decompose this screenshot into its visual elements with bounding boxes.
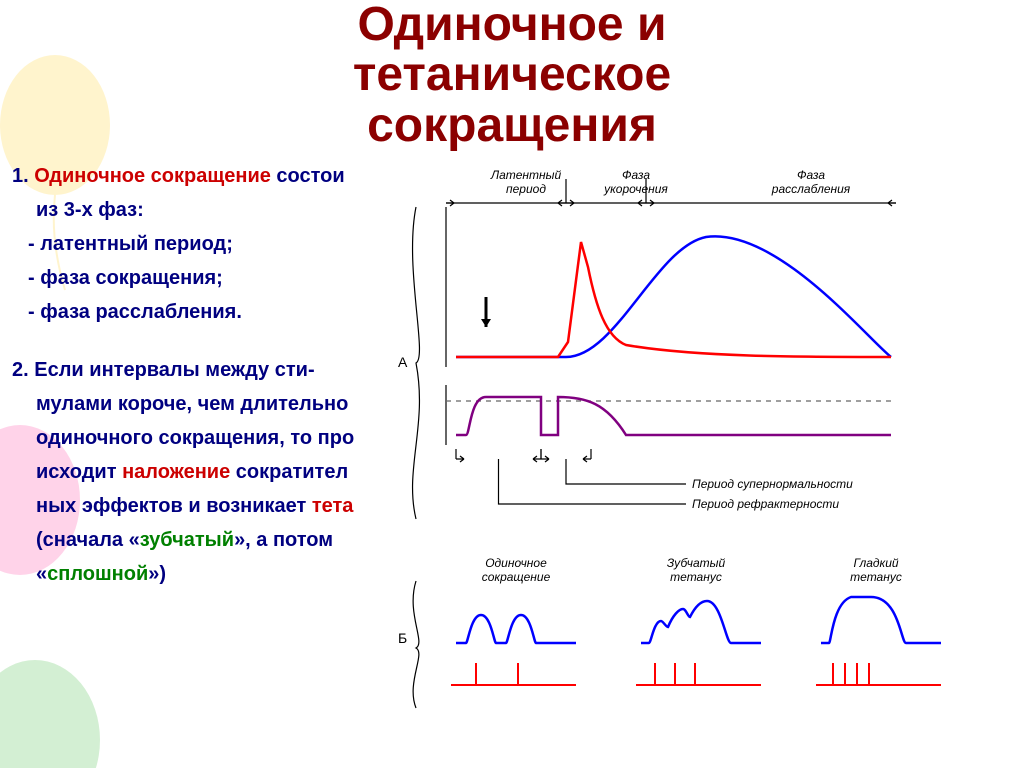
bullet-1: - латентный период; xyxy=(28,233,233,255)
title-line-1: Одиночное и xyxy=(0,0,1024,50)
text-column: 1. Одиночное сокращение состои из 3-х фа… xyxy=(8,159,368,764)
bullet-2: - фаза сокращения; xyxy=(28,267,223,289)
p1-num: 1. xyxy=(12,165,29,187)
svg-text:период: период xyxy=(506,182,546,196)
p2-l2: мулами короче, чем длительно xyxy=(36,393,348,415)
svg-text:укорочения: укорочения xyxy=(603,182,668,196)
svg-text:Одиночное: Одиночное xyxy=(485,556,547,570)
p2-l3: одиночного сокращения, то про xyxy=(36,427,354,449)
physiology-diagram: ЛатентныйпериодФазаукороченияФазарасслаб… xyxy=(368,159,1008,759)
p2-l1: Если интервалы между сти- xyxy=(34,359,314,381)
svg-text:Б: Б xyxy=(398,630,407,646)
p2-l4c: сократител xyxy=(230,461,348,483)
svg-text:Гладкий: Гладкий xyxy=(853,556,898,570)
p2-l6b: зубчатый xyxy=(140,529,234,551)
title-line-2: тетаническое xyxy=(0,50,1024,100)
p2-l6c: », а потом xyxy=(234,529,333,551)
svg-text:Латентный: Латентный xyxy=(490,168,562,182)
svg-text:расслабления: расслабления xyxy=(771,182,851,196)
p2-l6a: (сначала « xyxy=(36,529,140,551)
svg-text:Зубчатый: Зубчатый xyxy=(667,556,726,570)
svg-text:тетанус: тетанус xyxy=(850,570,902,584)
p2-num: 2. xyxy=(12,359,29,381)
svg-text:тетанус: тетанус xyxy=(670,570,722,584)
p1-lead: Одиночное сокращение xyxy=(34,165,271,187)
svg-text:сокращение: сокращение xyxy=(482,570,551,584)
svg-text:Период супернормальности: Период супернормальности xyxy=(692,477,853,491)
svg-text:Период рефрактерности: Период рефрактерности xyxy=(692,497,839,511)
p2-l7a: « xyxy=(36,563,47,585)
diagram-column: ЛатентныйпериодФазаукороченияФазарасслаб… xyxy=(368,159,1016,764)
slide-title: Одиночное и тетаническое сокращения xyxy=(0,0,1024,151)
p2-l7b: сплошной xyxy=(47,563,148,585)
p2-l4b: наложение xyxy=(122,461,230,483)
p1-tail: состои xyxy=(271,165,345,187)
title-line-3: сокращения xyxy=(0,101,1024,151)
p2-l5a: ных эффектов и возникает xyxy=(36,495,312,517)
p2-l5b: тета xyxy=(312,495,354,517)
p2-l7c: ») xyxy=(148,563,166,585)
p1-line2: из 3-х фаз: xyxy=(36,199,144,221)
p2-l4a: исходит xyxy=(36,461,122,483)
svg-text:Фаза: Фаза xyxy=(797,168,825,182)
bullet-3: - фаза расслабления. xyxy=(28,301,242,323)
svg-text:А: А xyxy=(398,354,408,370)
